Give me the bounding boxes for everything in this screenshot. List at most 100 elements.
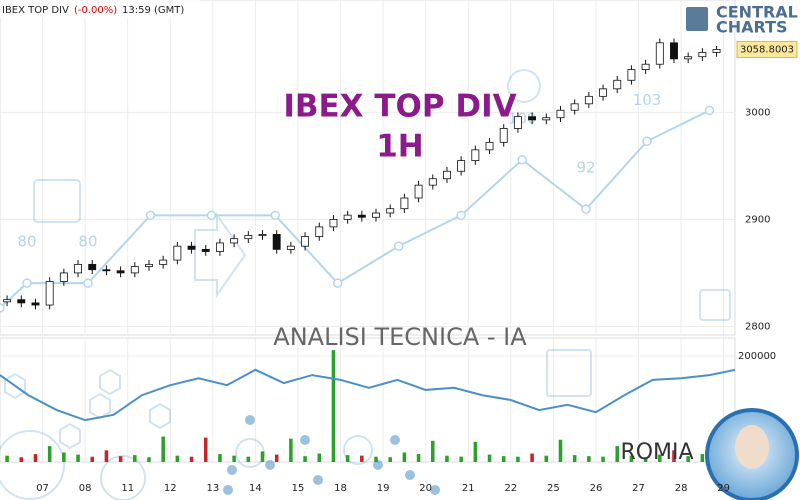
volume-bar [459, 456, 463, 462]
volume-bar [260, 451, 265, 462]
volume-bar [246, 456, 251, 462]
volume-bar [189, 456, 194, 462]
volume-bar [700, 454, 705, 462]
volume-bar [274, 454, 279, 462]
candle-body [698, 52, 707, 58]
price-panel [0, 0, 736, 336]
candle-body [414, 184, 423, 199]
candle-body [230, 238, 239, 244]
candle-body [684, 56, 693, 60]
volume-bar [19, 457, 24, 462]
header-bg [0, 0, 200, 18]
x-tick-label: 26 [590, 483, 603, 494]
candle-body [286, 245, 295, 250]
score-point [22, 278, 32, 288]
brand-name: CHARTS [716, 18, 788, 37]
x-tick-label: 22 [504, 483, 517, 494]
score-point [206, 210, 217, 221]
volume-bar [615, 446, 620, 462]
volume-bar [218, 454, 222, 462]
last-price-box [736, 40, 798, 58]
x-tick-label: 18 [334, 483, 347, 494]
volume-bar [47, 446, 52, 462]
candle-body [272, 233, 281, 250]
candle-body [386, 208, 395, 214]
candle-body [343, 214, 352, 220]
candle-body [613, 79, 622, 90]
volume-bar [345, 455, 350, 462]
x-tick-label: 25 [547, 483, 560, 494]
time: 13:59 (GMT) [122, 5, 184, 16]
score-label: 80 [78, 233, 97, 251]
score-point [393, 241, 404, 251]
volume-bar [203, 437, 208, 462]
analysis-label: ANALISI TECNICA - IA [273, 323, 527, 351]
volume-bar [374, 456, 378, 462]
volume-bar [161, 436, 165, 462]
score-label: 80 [17, 233, 36, 251]
candle-body [372, 212, 380, 218]
candle-body [59, 272, 68, 282]
candle-body [45, 281, 54, 306]
candle-body [215, 242, 224, 252]
volume-bar [643, 457, 648, 462]
score-point [517, 155, 527, 165]
x-tick-label: 28 [675, 483, 688, 494]
last-price-label: 3058.8003 [740, 44, 794, 55]
score-point [581, 204, 591, 214]
volume-bar [658, 454, 662, 462]
grid [0, 0, 735, 462]
volume-bar [501, 456, 506, 462]
volume-bar [62, 452, 66, 462]
x-tick-label: 07 [36, 483, 49, 494]
volume-panel [0, 337, 736, 463]
candle-body [599, 88, 607, 97]
avatar-face [735, 425, 769, 469]
volume-bar [530, 453, 534, 462]
volume-bar [175, 455, 180, 462]
candle-body [556, 109, 565, 119]
brand-logo [686, 7, 708, 31]
volume-bar [118, 456, 123, 462]
candle-body [655, 42, 664, 65]
score-point [270, 210, 281, 221]
volume-bar [331, 350, 336, 462]
hexagons [223, 415, 440, 495]
candle-body [102, 269, 111, 272]
candle-body [712, 49, 721, 53]
candle-body [584, 95, 593, 105]
score-point [704, 105, 715, 116]
volume-bar [133, 455, 137, 462]
volume-bar [104, 450, 109, 462]
y-tick-label: 200000 [738, 351, 776, 362]
volume-bar [430, 440, 435, 462]
change: (-0.00%) [74, 5, 117, 16]
score-point [642, 136, 652, 147]
volume-bar [402, 452, 407, 462]
candle-body [670, 42, 678, 60]
score-point [0, 303, 5, 313]
volume-bar [558, 439, 563, 462]
volume-line [0, 368, 736, 422]
score-point [456, 210, 466, 221]
score-point [83, 278, 93, 288]
brand-name: CENTRAL [716, 3, 798, 22]
volume-bar [544, 455, 549, 462]
candle-body [428, 178, 437, 186]
x-tick-label: 19 [377, 483, 390, 494]
candle-body [443, 170, 451, 180]
candle-body [187, 245, 196, 250]
volume-bar [317, 453, 322, 462]
volume-bar [289, 438, 293, 462]
volume-bar [388, 457, 392, 462]
volume-bar [516, 456, 520, 462]
volume-bar [76, 454, 80, 462]
candle-body [31, 302, 40, 306]
volume-bar [5, 455, 9, 462]
volume-bar [416, 454, 421, 462]
volume-bar [473, 441, 478, 462]
x-tick-label: 27 [632, 483, 645, 494]
volume-bar [587, 456, 591, 462]
